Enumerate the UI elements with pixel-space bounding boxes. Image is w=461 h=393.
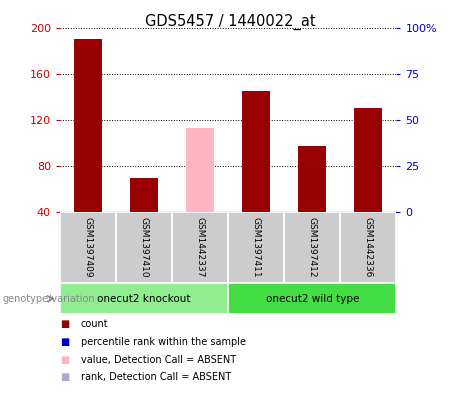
Bar — [60, 212, 116, 283]
Text: onecut2 knockout: onecut2 knockout — [97, 294, 191, 304]
Bar — [60, 283, 228, 314]
Text: rank, Detection Call = ABSENT: rank, Detection Call = ABSENT — [81, 372, 231, 382]
Text: GSM1442336: GSM1442336 — [364, 217, 373, 278]
Text: onecut2 wild type: onecut2 wild type — [266, 294, 359, 304]
Bar — [340, 212, 396, 283]
Text: ■: ■ — [60, 354, 69, 365]
Bar — [130, 178, 158, 212]
Bar — [186, 128, 214, 212]
Text: GSM1397409: GSM1397409 — [83, 217, 93, 278]
Text: GSM1397410: GSM1397410 — [140, 217, 148, 278]
Text: count: count — [81, 319, 108, 329]
Text: ■: ■ — [60, 319, 69, 329]
Bar — [284, 212, 340, 283]
Bar — [116, 212, 172, 283]
Text: value, Detection Call = ABSENT: value, Detection Call = ABSENT — [81, 354, 236, 365]
Bar — [74, 39, 102, 212]
Bar — [228, 212, 284, 283]
Bar — [228, 283, 396, 314]
Bar — [242, 91, 270, 212]
Bar — [298, 147, 326, 212]
Text: ■: ■ — [60, 337, 69, 347]
Bar — [355, 108, 383, 212]
Text: GDS5457 / 1440022_at: GDS5457 / 1440022_at — [145, 14, 316, 30]
Text: GSM1397411: GSM1397411 — [252, 217, 261, 278]
Text: ■: ■ — [60, 372, 69, 382]
Text: genotype/variation: genotype/variation — [2, 294, 95, 304]
Bar — [172, 212, 228, 283]
Text: GSM1397412: GSM1397412 — [308, 217, 317, 278]
Text: GSM1442337: GSM1442337 — [195, 217, 205, 278]
Text: percentile rank within the sample: percentile rank within the sample — [81, 337, 246, 347]
